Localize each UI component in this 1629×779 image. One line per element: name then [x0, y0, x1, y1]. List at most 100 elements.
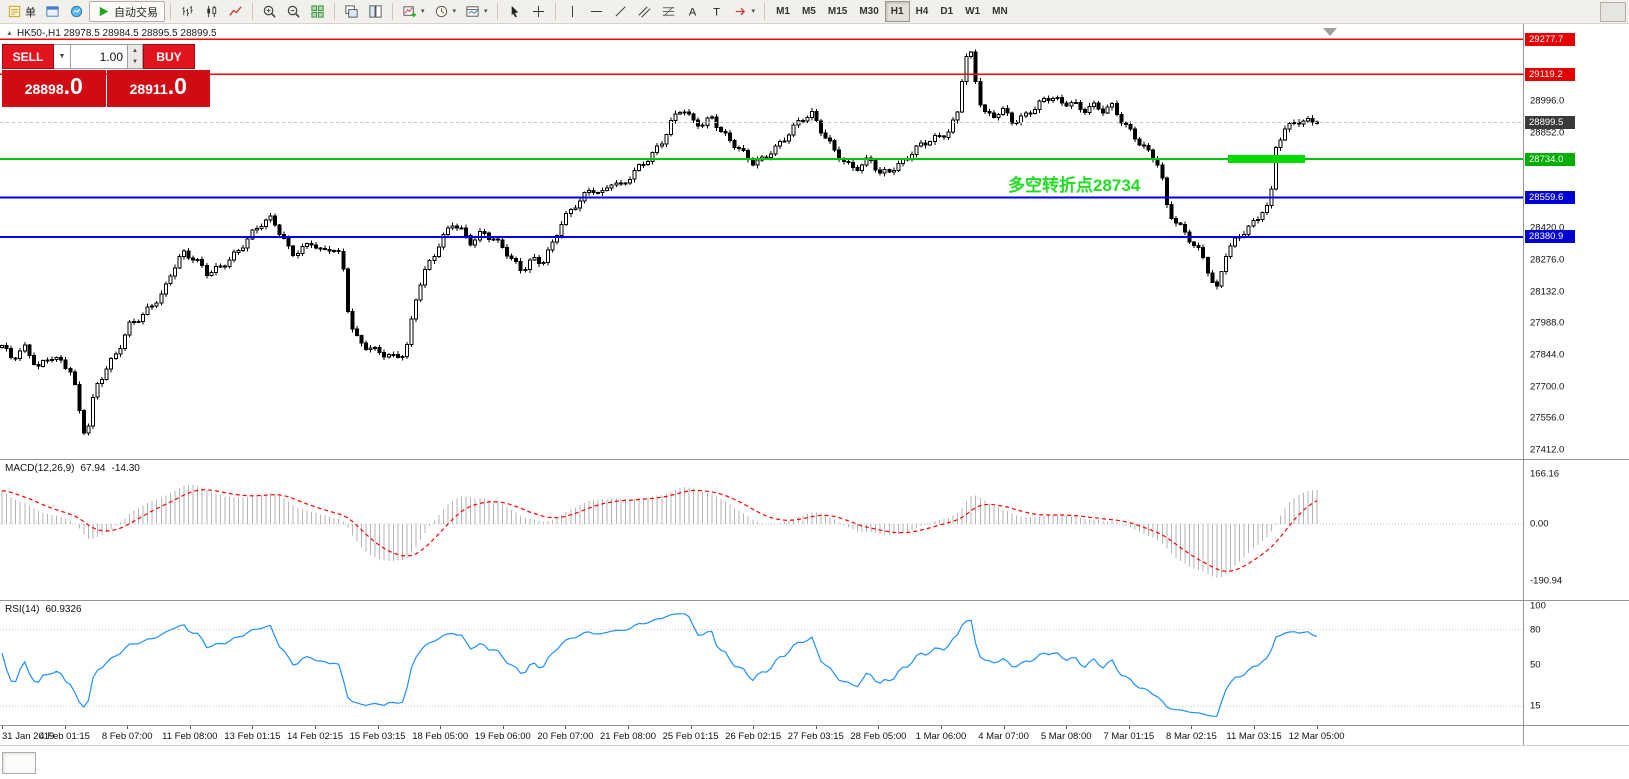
- templates-button[interactable]: ▾: [461, 1, 492, 22]
- label-tool-glyph: T: [713, 6, 720, 18]
- price-axis-label: 27844.0: [1530, 349, 1565, 361]
- trendline-tool-button[interactable]: [609, 1, 632, 22]
- toolbar-overflow-button[interactable]: [1600, 2, 1626, 22]
- arrows-tool-button[interactable]: ▾: [729, 1, 760, 22]
- price-badge-28734.0: 28734.0: [1525, 152, 1575, 166]
- time-axis[interactable]: 31 Jan 2019 4 Feb 01:15 8 Feb 07:00 11 Feb …: [0, 726, 1629, 745]
- zoom-out-icon: [287, 5, 300, 18]
- new-order-label: 单: [25, 6, 36, 19]
- price-axis-label: 27556.0: [1530, 412, 1565, 424]
- market-watch-button[interactable]: [65, 1, 88, 22]
- arrange-windows-button[interactable]: [364, 1, 387, 22]
- new-order-button[interactable]: 单: [3, 1, 40, 22]
- autotrade-button[interactable]: 自动交易: [89, 1, 165, 22]
- text-tool-button[interactable]: A: [681, 1, 704, 22]
- buy-price-frac: .0: [167, 73, 187, 99]
- zoom-in-icon: [263, 5, 276, 18]
- toolbar-separator: [554, 3, 556, 20]
- main-price-chart[interactable]: [0, 24, 1523, 459]
- fibonacci-tool-button[interactable]: [657, 1, 680, 22]
- macd-chart[interactable]: [0, 460, 1523, 600]
- price-badge-28899.5: 28899.5: [1525, 116, 1575, 130]
- panel-separator[interactable]: [0, 600, 1629, 601]
- toolbar-separator: [496, 3, 498, 20]
- candles: [0, 49, 1319, 436]
- cascade-windows-button[interactable]: [340, 1, 363, 22]
- rsi-axis-label: 80: [1530, 624, 1541, 636]
- time-axis-label: 31 Jan 2019: [2, 731, 55, 742]
- time-axis-label: 11 Mar 03:15: [1226, 731, 1282, 742]
- time-axis-tick: [1254, 726, 1255, 729]
- volume-input[interactable]: [71, 44, 128, 69]
- price-axis-label: 27412.0: [1530, 444, 1565, 456]
- channel-tool-button[interactable]: [633, 1, 656, 22]
- toolbar-separator: [334, 3, 335, 20]
- time-axis-tick: [315, 726, 316, 729]
- cursor-icon: [511, 5, 518, 18]
- fibonacci-icon: [662, 6, 674, 17]
- sell-button[interactable]: SELL: [2, 44, 54, 69]
- bar-chart-mode-button[interactable]: [176, 1, 199, 22]
- price-axis[interactable]: 27412.0 27556.0 27700.0 27844.0 27988.0 28132…: [1523, 24, 1629, 745]
- time-axis-label: 4 Mar 07:00: [978, 731, 1029, 742]
- timeframe-button-h1[interactable]: H1: [884, 1, 910, 22]
- green-highlight-bar: [1228, 155, 1305, 163]
- volume-stepper: ▲ ▼: [128, 44, 143, 69]
- periods-button[interactable]: ▾: [430, 1, 461, 22]
- time-axis-tick: [628, 726, 629, 729]
- price-badge-28559.6: 28559.6: [1525, 190, 1575, 204]
- price-axis-label: 28420.0: [1530, 222, 1565, 234]
- buy-button[interactable]: BUY: [143, 44, 195, 69]
- tile-windows-button[interactable]: [306, 1, 329, 22]
- time-axis-label: 11 Feb 08:00: [162, 731, 218, 742]
- line-chart-mode-button[interactable]: [224, 1, 247, 22]
- timeframe-button-mn[interactable]: MN: [986, 1, 1014, 22]
- horizontal-line-tool-button[interactable]: [585, 1, 608, 22]
- timeframe-button-m15[interactable]: M15: [822, 1, 853, 22]
- price-badge-28380.9: 28380.9: [1525, 230, 1575, 244]
- rsi-axis-label: 100: [1530, 600, 1546, 612]
- status-bar: [0, 745, 1629, 779]
- sell-price[interactable]: 28898 .0: [2, 70, 106, 107]
- time-axis-tick: [941, 726, 942, 729]
- time-axis-tick: [2, 726, 3, 729]
- volume-down-icon[interactable]: ▼: [128, 56, 142, 68]
- timeframe-button-m30[interactable]: M30: [853, 1, 884, 22]
- rsi-chart[interactable]: [0, 601, 1523, 725]
- buy-price[interactable]: 28911 .0: [106, 70, 210, 107]
- timeframe-button-w1[interactable]: W1: [959, 1, 986, 22]
- macd-axis-label: -190.94: [1530, 575, 1563, 587]
- clock-icon: [435, 5, 447, 18]
- label-tool-button[interactable]: T: [705, 1, 728, 22]
- time-axis-label: 1 Mar 06:00: [915, 731, 967, 742]
- main-toolbar: 单 自动交易: [0, 0, 1629, 24]
- cursor-tool-button[interactable]: [503, 1, 526, 22]
- timeframe-button-h4[interactable]: H4: [910, 1, 935, 22]
- timeframe-button-m1[interactable]: M1: [770, 1, 796, 22]
- order-type-dropdown[interactable]: ▼: [54, 44, 71, 69]
- arrow-shape-icon: [735, 7, 745, 16]
- candlestick-mode-button[interactable]: [200, 1, 223, 22]
- time-axis-tick: [127, 726, 129, 729]
- rsi-label: RSI(14) 60.9326: [5, 604, 82, 615]
- vertical-line-tool-button[interactable]: [561, 1, 584, 22]
- crosshair-tool-button[interactable]: [527, 1, 550, 22]
- chevron-down-icon: ▾: [751, 8, 756, 15]
- timeframe-group: M1 M5 M15 M30 H1 H4 D1 W1 MN: [770, 1, 1014, 22]
- zoom-in-button[interactable]: [258, 1, 281, 22]
- one-click-trade-panel: SELL ▼ ▲ ▼ BUY 28898 .0 28911 .0: [2, 44, 210, 107]
- charts-window-button[interactable]: [41, 1, 64, 22]
- macd-value-main: 67.94: [80, 463, 106, 474]
- panel-separator[interactable]: [0, 459, 1629, 460]
- time-axis-tick: [565, 726, 567, 729]
- zoom-out-button[interactable]: [282, 1, 305, 22]
- timeframe-button-d1[interactable]: D1: [934, 1, 959, 22]
- macd-axis-label: 166.16: [1530, 468, 1560, 480]
- new-chart-button[interactable]: ▾: [398, 1, 429, 22]
- level-lines: [0, 38, 1523, 238]
- time-axis-label: 18 Feb 05:00: [412, 731, 469, 742]
- market-watch-icon: [70, 5, 83, 18]
- text-tool-glyph: A: [688, 6, 696, 18]
- timeframe-button-m5[interactable]: M5: [796, 1, 822, 22]
- volume-up-icon[interactable]: ▲: [128, 45, 142, 57]
